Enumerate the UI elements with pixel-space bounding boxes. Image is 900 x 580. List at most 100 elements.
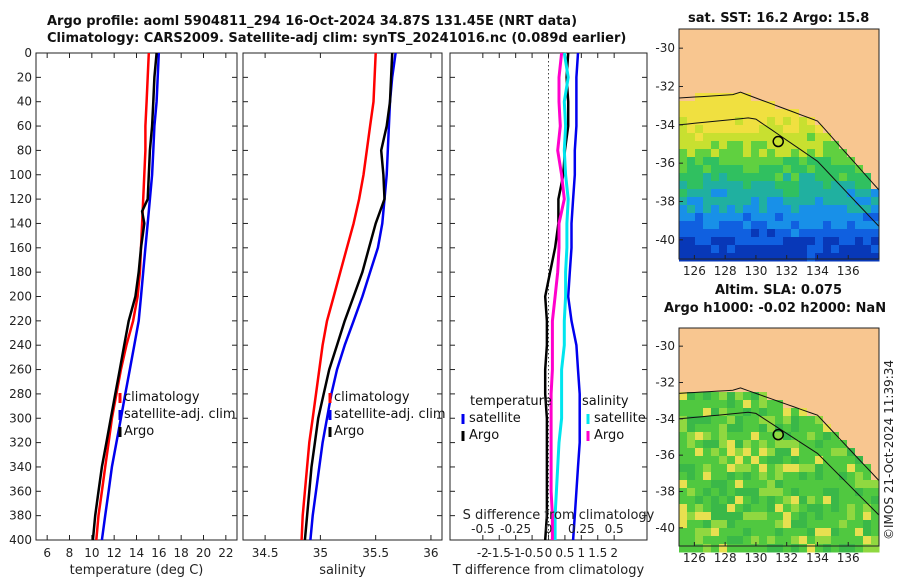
temperature-legend-label: satellite [469, 411, 521, 426]
map2-cell [751, 432, 760, 441]
map2-cell [687, 480, 696, 489]
map1-cell [791, 157, 800, 166]
map2-cell [759, 352, 768, 361]
map2-cell [847, 544, 856, 553]
map1-cell [791, 29, 800, 38]
map2-cell [711, 480, 720, 489]
map2-cell [751, 352, 760, 361]
map2-cell [863, 368, 872, 377]
map2-cell [711, 416, 720, 425]
map1-cell [823, 221, 832, 230]
map1-cell [839, 229, 848, 238]
map2-cell [863, 392, 872, 401]
map2-cell [767, 464, 776, 473]
map2-cell [839, 416, 848, 425]
map2-cell [871, 416, 880, 425]
map2-cell [743, 456, 752, 465]
map1-cell [751, 29, 760, 38]
map1-cell [735, 221, 744, 230]
map1-cell [775, 149, 784, 158]
map2-cell [855, 352, 864, 361]
map1-cell [863, 229, 872, 238]
map2-title-b: Argo h1000: -0.02 h2000: NaN [664, 301, 887, 316]
map2-cell [823, 416, 832, 425]
map1-cell [727, 181, 736, 190]
map1-cell [815, 221, 824, 230]
map1-cell [767, 149, 776, 158]
map2-cell [711, 488, 720, 497]
map2-cell [679, 520, 688, 529]
map1-cell [759, 93, 768, 102]
map2-cell [759, 528, 768, 537]
map1-cell [711, 165, 720, 174]
map1-cell [823, 45, 832, 54]
map1-float-marker [772, 135, 784, 148]
map1-cell [847, 173, 856, 182]
map1-cell [703, 29, 712, 38]
map2-cell [687, 456, 696, 465]
map2-cell [687, 368, 696, 377]
map2-cell [727, 544, 736, 553]
map1-cell [687, 29, 696, 38]
map1-cell [679, 61, 688, 70]
map1-cell [775, 165, 784, 174]
salinity-xlabel: salinity [319, 563, 366, 578]
map1-cell [751, 253, 760, 262]
map1-cell [839, 133, 848, 142]
map1-cell [799, 85, 808, 94]
map2-cell [831, 376, 840, 385]
map2-cell [759, 336, 768, 345]
map2-cell [735, 416, 744, 425]
map2-cell [799, 520, 808, 529]
map1-cell [863, 125, 872, 134]
map2-cell [735, 360, 744, 369]
map1-frame [678, 28, 880, 260]
map1-cell [863, 253, 872, 262]
map2-cell [719, 400, 728, 409]
map1-cell [719, 181, 728, 190]
map2-cell [695, 400, 704, 409]
difference-xtick-label: -1 [510, 546, 522, 560]
map2-cell [823, 488, 832, 497]
map1-cell [871, 229, 880, 238]
map2-cell [775, 504, 784, 513]
map1-cell [743, 157, 752, 166]
map1-cell [839, 45, 848, 54]
map1-cell [679, 101, 688, 110]
map1-cell [815, 45, 824, 54]
map2-cell [855, 536, 864, 545]
map2-cell [695, 376, 704, 385]
map2-cell [735, 488, 744, 497]
map2-cell [871, 496, 880, 505]
map2-cell [863, 352, 872, 361]
map2-cell [823, 344, 832, 353]
temperature-xtick-label: 8 [66, 546, 74, 560]
map1-cell [783, 253, 792, 262]
map1-title: sat. SST: 16.2 Argo: 15.8 [688, 11, 870, 26]
map1-cell [871, 157, 880, 166]
difference-xtick-label: 1.5 [588, 546, 607, 560]
map1-cell [767, 245, 776, 254]
map2-cell [783, 328, 792, 337]
map1-cell [679, 205, 688, 214]
map2-cell [711, 440, 720, 449]
map1-cell [703, 101, 712, 110]
map2-cell [743, 376, 752, 385]
map2-cell [823, 544, 832, 553]
map2-cell [815, 472, 824, 481]
map1-cell [855, 53, 864, 62]
map2-cell [759, 360, 768, 369]
map2-cell [711, 352, 720, 361]
temperature-xtick-label: 14 [129, 546, 144, 560]
map1-cell [719, 253, 728, 262]
map2-cell [727, 400, 736, 409]
map2-cell [727, 520, 736, 529]
map2-cell [695, 352, 704, 361]
map2-cell [679, 504, 688, 513]
map2-cell [823, 384, 832, 393]
map1-cell [815, 61, 824, 70]
map2-cell [711, 448, 720, 457]
map2-coastline [678, 387, 880, 481]
map2-cell [831, 536, 840, 545]
map1-cell [711, 157, 720, 166]
